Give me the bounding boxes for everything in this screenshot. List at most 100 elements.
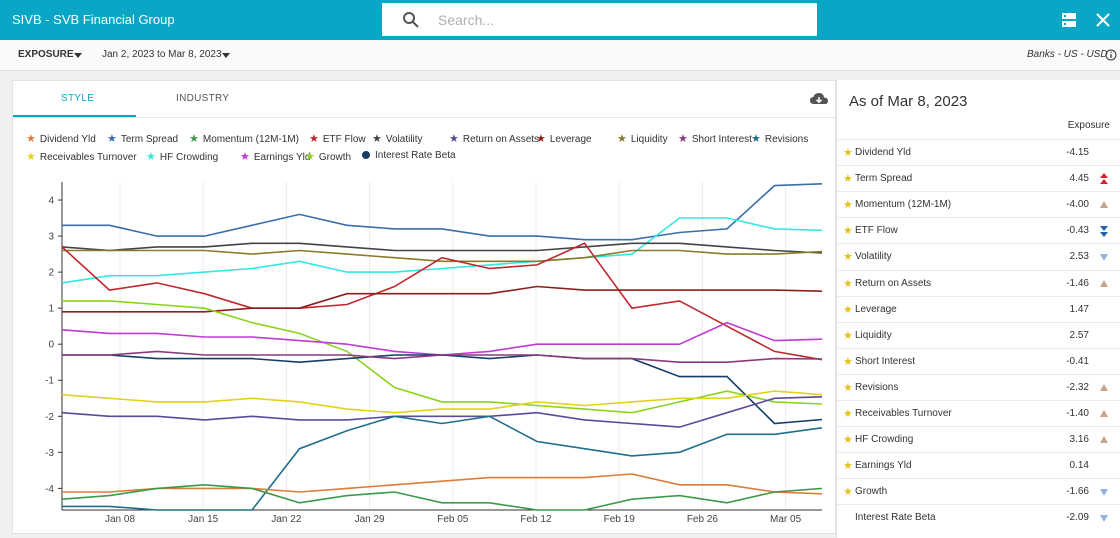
close-icon[interactable] [1094, 11, 1112, 29]
star-icon: ★ [678, 133, 688, 145]
up-tan-arrow-icon [1100, 436, 1108, 444]
exposure-value: 2.57 [1069, 329, 1089, 341]
legend-label: Dividend Yld [39, 134, 96, 145]
exposure-row: ★ HF Crowding 3.16 [837, 426, 1120, 453]
legend-item[interactable]: ★ ETF Flow [309, 132, 366, 145]
search-input[interactable]: Search... [438, 12, 495, 28]
exposure-value: -4.15 [1066, 147, 1089, 158]
exposure-row: ★ Receivables Turnover -1.40 [837, 400, 1120, 427]
exposure-row: ★ ETF Flow -0.43 [837, 217, 1120, 244]
exposure-row: ★ Dividend Yld -4.15 [837, 139, 1120, 166]
chevron-down-icon[interactable] [74, 53, 82, 58]
legend-label: Revisions [764, 134, 809, 145]
factor-name: Short Interest [855, 355, 916, 367]
y-tick-label: -2 [45, 412, 54, 423]
series-line [62, 354, 823, 425]
double-up-red-arrow-icon [1100, 173, 1108, 185]
down-lightblue-arrow-icon [1100, 489, 1108, 497]
y-tick-label: -4 [45, 484, 54, 495]
factor-name: ETF Flow [855, 225, 898, 237]
series-line [61, 321, 823, 356]
exposure-value: -2.32 [1066, 381, 1089, 393]
as-of-date: As of Mar 8, 2023 [849, 93, 968, 110]
star-icon: ★ [449, 133, 459, 145]
factor-name: Earnings Yld [855, 460, 912, 472]
filter-bar: EXPOSURE Jan 2, 2023 to Mar 8, 2023 Bank… [0, 40, 1120, 71]
x-tick-label: Jan 29 [355, 514, 385, 525]
legend-item[interactable]: ★ HF Crowding [146, 150, 218, 163]
legend-item[interactable]: ★ Dividend Yld [26, 132, 96, 145]
y-tick-label: 4 [48, 196, 54, 207]
legend-item[interactable]: ★ Momentum (12M-1M) [189, 132, 299, 145]
tab-style[interactable]: STYLE [61, 93, 95, 104]
date-range-selector[interactable]: Jan 2, 2023 to Mar 8, 2023 [102, 49, 222, 60]
star-icon: ★ [843, 147, 853, 159]
exposure-row: ★ Liquidity 2.57 [837, 321, 1120, 349]
factor-name: Liquidity [855, 329, 892, 341]
view-selector[interactable]: EXPOSURE [18, 49, 74, 60]
factor-name: Momentum (12M-1M) [855, 199, 952, 211]
exposure-row: Interest Rate Beta -2.09 [837, 504, 1120, 531]
legend-item[interactable]: ★ Earnings Yld [240, 150, 310, 163]
universe-label: Banks - US - USD [1027, 49, 1108, 60]
factor-name: HF Crowding [855, 434, 914, 446]
exposure-value: -0.41 [1066, 355, 1089, 367]
y-tick-label: 0 [48, 340, 54, 351]
chevron-down-icon[interactable] [222, 53, 230, 58]
star-icon: ★ [843, 486, 853, 499]
series-line [61, 396, 823, 428]
up-tan-arrow-icon [1100, 279, 1108, 287]
legend-label: Earnings Yld [253, 152, 311, 163]
exposure-value: 4.45 [1069, 173, 1089, 185]
dot-icon [362, 151, 370, 159]
search-box[interactable]: Search... [382, 3, 817, 36]
legend-item[interactable]: ★ Short Interest [678, 132, 752, 145]
legend-item[interactable]: ★ Term Spread [107, 132, 178, 145]
x-tick-label: Feb 26 [687, 514, 719, 525]
legend-item[interactable]: ★ Return on Assets [449, 132, 539, 145]
exposure-row: ★ Earnings Yld 0.14 [837, 452, 1120, 479]
legend-item[interactable]: ★ Revisions [751, 132, 808, 145]
legend-label: Return on Assets [462, 134, 540, 145]
star-icon: ★ [843, 434, 853, 447]
exposure-value: 0.14 [1069, 460, 1089, 472]
series-line [61, 242, 823, 254]
exposure-row: ★ Short Interest -0.41 [837, 347, 1120, 375]
cloud-download-icon[interactable] [809, 91, 829, 107]
legend-item[interactable]: ★ Leverage [536, 132, 592, 145]
up-tan-arrow-icon [1100, 201, 1108, 209]
factor-name: Term Spread [855, 173, 913, 185]
series-line [62, 473, 823, 495]
star-icon: ★ [26, 151, 36, 163]
app-title: SIVB - SVB Financial Group [12, 12, 175, 27]
y-tick-label: 1 [48, 304, 54, 315]
exposure-summary-panel: As of Mar 8, 2023 Exposure ★ Dividend Yld… [836, 80, 1120, 538]
star-icon: ★ [372, 133, 382, 145]
exposure-row: ★ Revisions -2.32 [837, 373, 1120, 401]
exposure-line-chart: Jan 08 Jan 15 Jan 22 Jan 29 Feb 05 Feb 12 Feb … [45, 182, 823, 525]
legend-label: Volatility [385, 134, 423, 145]
series-line [61, 242, 823, 361]
column-header-exposure: Exposure [1067, 120, 1110, 131]
factor-name: Receivables Turnover [855, 408, 952, 419]
x-tick-label: Feb 19 [604, 514, 636, 525]
info-icon[interactable] [1105, 49, 1117, 61]
legend-item[interactable]: ★ Receivables Turnover [26, 150, 137, 163]
legend-item[interactable]: ★ Liquidity [617, 132, 668, 145]
star-icon: ★ [843, 173, 853, 186]
x-tick-label: Feb 05 [437, 514, 469, 525]
factor-name: Interest Rate Beta [855, 512, 936, 524]
exposure-row: ★ Momentum (12M-1M) -4.00 [837, 191, 1120, 218]
exposure-value: -0.43 [1066, 225, 1089, 237]
down-lightblue-arrow-icon [1100, 515, 1108, 523]
legend-item[interactable]: ★ Growth [305, 150, 351, 163]
tab-industry[interactable]: INDUSTRY [176, 93, 230, 104]
legend-item[interactable]: ★ Volatility [372, 132, 423, 145]
y-tick-label: -1 [45, 376, 54, 387]
star-icon: ★ [240, 151, 250, 163]
server-icon[interactable] [1060, 11, 1078, 29]
series-line [62, 300, 823, 414]
star-icon: ★ [843, 225, 853, 238]
factor-name: Dividend Yld [855, 147, 911, 158]
legend-item[interactable]: Interest Rate Beta [362, 150, 456, 161]
